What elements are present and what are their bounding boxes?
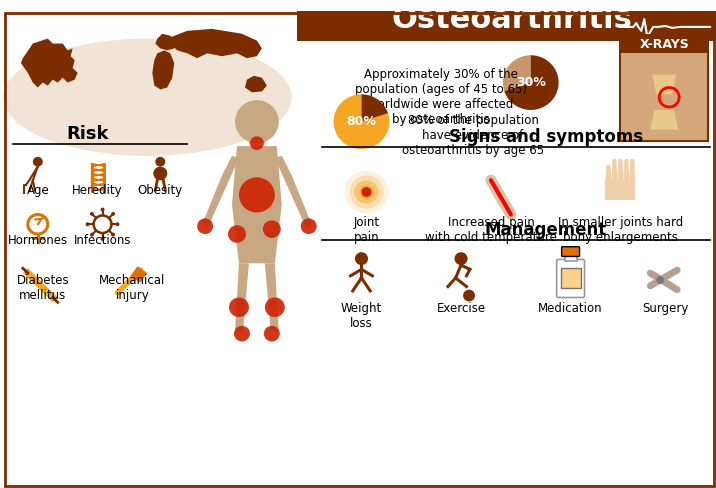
Wedge shape bbox=[362, 94, 388, 122]
Text: Management: Management bbox=[485, 221, 607, 239]
Circle shape bbox=[100, 237, 105, 241]
Polygon shape bbox=[606, 180, 635, 200]
Polygon shape bbox=[629, 161, 635, 180]
Wedge shape bbox=[334, 94, 390, 149]
FancyBboxPatch shape bbox=[565, 254, 576, 262]
Circle shape bbox=[234, 326, 250, 342]
Circle shape bbox=[606, 164, 611, 168]
Circle shape bbox=[619, 159, 622, 163]
Text: Obesity: Obesity bbox=[137, 184, 183, 197]
Circle shape bbox=[90, 212, 94, 216]
Text: X-RAYS: X-RAYS bbox=[639, 38, 689, 51]
Text: Medication: Medication bbox=[538, 303, 603, 315]
Polygon shape bbox=[249, 141, 265, 143]
Circle shape bbox=[657, 276, 664, 284]
Circle shape bbox=[86, 223, 90, 226]
FancyBboxPatch shape bbox=[296, 11, 716, 41]
Circle shape bbox=[349, 175, 383, 208]
Circle shape bbox=[344, 170, 388, 214]
Text: Osteoarthritis: Osteoarthritis bbox=[392, 5, 632, 34]
FancyBboxPatch shape bbox=[620, 34, 708, 53]
Circle shape bbox=[354, 180, 378, 203]
Polygon shape bbox=[652, 75, 676, 94]
Polygon shape bbox=[153, 50, 174, 89]
Circle shape bbox=[630, 159, 634, 163]
Circle shape bbox=[301, 219, 316, 234]
Circle shape bbox=[359, 185, 374, 199]
Polygon shape bbox=[202, 156, 239, 229]
Text: 80% of the population
have evidence of
osteoarthritis by age 65: 80% of the population have evidence of o… bbox=[402, 114, 544, 157]
Polygon shape bbox=[21, 39, 77, 87]
Polygon shape bbox=[611, 161, 617, 180]
Text: Age: Age bbox=[26, 184, 49, 197]
Polygon shape bbox=[170, 29, 262, 58]
Polygon shape bbox=[617, 161, 624, 180]
Polygon shape bbox=[232, 146, 282, 264]
Circle shape bbox=[624, 159, 629, 163]
Polygon shape bbox=[275, 156, 311, 229]
Polygon shape bbox=[155, 34, 178, 50]
Polygon shape bbox=[606, 166, 611, 180]
Circle shape bbox=[155, 157, 165, 166]
Text: Hormones: Hormones bbox=[8, 234, 68, 247]
Text: Signs and symptoms: Signs and symptoms bbox=[449, 128, 643, 146]
Circle shape bbox=[463, 290, 475, 302]
Text: 30%: 30% bbox=[516, 76, 546, 89]
Circle shape bbox=[229, 298, 249, 317]
Polygon shape bbox=[624, 161, 629, 180]
Circle shape bbox=[111, 212, 115, 216]
Text: Heredity: Heredity bbox=[72, 184, 123, 197]
Text: Joint
pain: Joint pain bbox=[354, 217, 379, 244]
Text: Weight
loss: Weight loss bbox=[341, 303, 382, 330]
Text: Infections: Infections bbox=[74, 234, 131, 247]
Text: 80%: 80% bbox=[347, 115, 377, 128]
Circle shape bbox=[100, 207, 105, 211]
Circle shape bbox=[239, 177, 275, 213]
Circle shape bbox=[235, 100, 279, 143]
Text: Increased pain
with cold temperature: Increased pain with cold temperature bbox=[425, 217, 557, 244]
Ellipse shape bbox=[153, 166, 168, 180]
Circle shape bbox=[264, 326, 280, 342]
Circle shape bbox=[455, 252, 468, 265]
Circle shape bbox=[355, 252, 368, 265]
FancyBboxPatch shape bbox=[620, 34, 708, 141]
Polygon shape bbox=[245, 76, 267, 92]
Text: Risk: Risk bbox=[67, 125, 109, 143]
Text: Surgery: Surgery bbox=[642, 303, 688, 315]
FancyBboxPatch shape bbox=[561, 247, 579, 257]
Circle shape bbox=[250, 136, 264, 150]
Polygon shape bbox=[650, 110, 678, 129]
Text: Exercise: Exercise bbox=[437, 303, 485, 315]
Circle shape bbox=[612, 159, 616, 163]
Circle shape bbox=[33, 157, 43, 166]
Text: Approximately 30% of the
population (ages of 45 to 65)
worldwide were affected
b: Approximately 30% of the population (age… bbox=[355, 68, 527, 126]
Wedge shape bbox=[504, 55, 558, 110]
Polygon shape bbox=[130, 266, 147, 283]
Circle shape bbox=[362, 187, 372, 197]
Polygon shape bbox=[262, 264, 279, 332]
Text: Diabetes
mellitus: Diabetes mellitus bbox=[16, 274, 69, 303]
Polygon shape bbox=[235, 264, 252, 332]
FancyBboxPatch shape bbox=[561, 268, 581, 288]
Wedge shape bbox=[503, 55, 531, 91]
Circle shape bbox=[111, 233, 115, 237]
FancyBboxPatch shape bbox=[556, 260, 584, 298]
Text: In smaller joints hard
bony enlargements: In smaller joints hard bony enlargements bbox=[558, 217, 683, 244]
Circle shape bbox=[115, 223, 120, 226]
Ellipse shape bbox=[3, 39, 291, 156]
Text: Mechanical
injury: Mechanical injury bbox=[100, 274, 165, 303]
Circle shape bbox=[265, 298, 285, 317]
Circle shape bbox=[228, 225, 246, 243]
Circle shape bbox=[197, 219, 213, 234]
Circle shape bbox=[90, 233, 94, 237]
Circle shape bbox=[263, 221, 281, 238]
